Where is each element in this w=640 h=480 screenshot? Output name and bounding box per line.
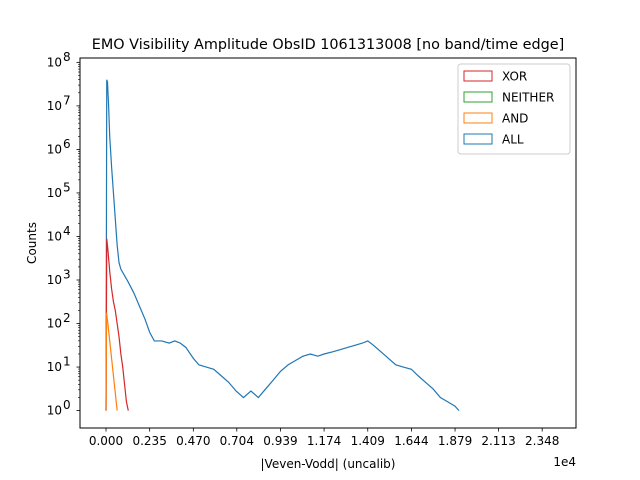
y-tick-exponent: 8 [63, 50, 71, 64]
plot-marks [105, 79, 460, 411]
y-tick-label: 10 [47, 317, 62, 331]
legend-label-all: ALL [502, 133, 524, 147]
y-tick-exponent: 1 [63, 355, 71, 369]
y-tick-label: 10 [47, 99, 62, 113]
y-tick-label: 10 [47, 360, 62, 374]
x-tick-label: 0.000 [89, 434, 123, 448]
x-tick-label: 1.174 [307, 434, 341, 448]
chart-title: EMO Visibility Amplitude ObsID 106131300… [92, 37, 564, 53]
x-tick-label: 2.113 [481, 434, 515, 448]
x-tick-label: 0.235 [132, 434, 166, 448]
y-tick-label: 10 [47, 186, 62, 200]
y-tick-label: 10 [47, 142, 62, 156]
legend-label-and: AND [502, 112, 528, 126]
legend-swatch-all [463, 133, 493, 145]
y-tick-exponent: 0 [63, 398, 71, 412]
x-tick-label: 1.409 [351, 434, 385, 448]
legend-swatch-neither [463, 91, 493, 103]
legend-label-neither: NEITHER [502, 91, 554, 105]
y-tick-exponent: 5 [63, 180, 71, 194]
x-tick-label: 1.644 [394, 434, 428, 448]
legend-swatch-xor [463, 70, 493, 82]
x-tick-label: 2.348 [525, 434, 559, 448]
y-axis-label: Counts [25, 222, 39, 264]
x-tick-label: 1.879 [438, 434, 472, 448]
y-tick-exponent: 3 [63, 268, 71, 282]
y-tick-exponent: 6 [63, 137, 71, 151]
x-axis-label: |Veven-Vodd| (uncalib) [261, 457, 396, 471]
y-tick-label: 10 [47, 229, 62, 243]
series-all-line [105, 79, 460, 411]
series-xor-line [105, 238, 129, 411]
y-tick-label: 10 [47, 273, 62, 287]
series-and-line [105, 312, 118, 411]
legend-box [457, 63, 571, 155]
x-tick-label: 0.939 [263, 434, 297, 448]
y-tick-label: 10 [47, 55, 62, 69]
legend-label-xor: XOR [502, 70, 527, 84]
legend-swatch-and [463, 112, 493, 124]
x-tick-label: 0.704 [220, 434, 254, 448]
y-tick-exponent: 7 [63, 93, 71, 107]
x-axis-offset-text: 1e4 [553, 455, 576, 469]
y-tick-exponent: 2 [63, 311, 71, 325]
y-tick-exponent: 4 [63, 224, 71, 238]
y-tick-label: 10 [47, 404, 62, 418]
legend: XOR NEITHER AND ALL [457, 63, 571, 155]
x-tick-label: 0.470 [176, 434, 210, 448]
x-axis: 0.000 0.235 0.470 0.704 0.939 1.174 1.409 1.644… [89, 428, 559, 448]
